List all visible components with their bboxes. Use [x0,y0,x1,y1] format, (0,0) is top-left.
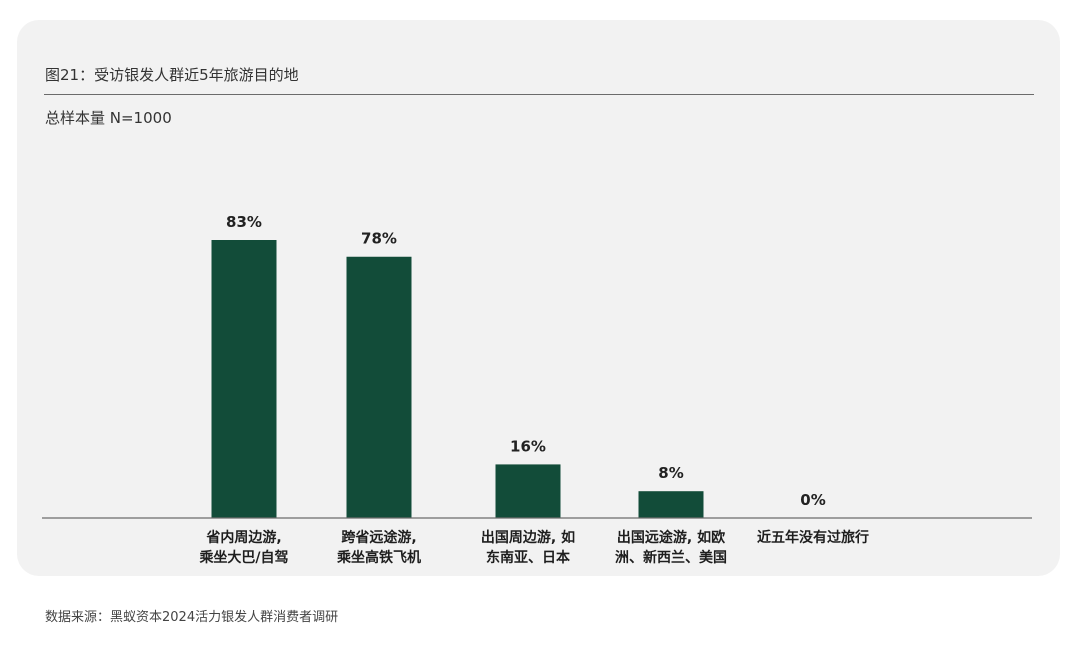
sample-size-label: 总样本量 N=1000 [45,109,172,127]
category-label-1-line-0: 跨省远途游, [341,529,416,546]
value-label-0: 83% [226,213,262,231]
bar-3 [638,491,704,518]
title-divider [44,94,1034,95]
category-label-1-line-1: 乘坐高铁飞机 [336,549,421,566]
value-label-3: 8% [658,464,683,482]
bar-2 [495,464,561,518]
bar-1 [346,256,412,518]
value-label-1: 78% [361,230,397,248]
category-label-2-line-1: 东南亚、日本 [486,549,571,566]
category-label-2-line-0: 出国周边游, 如 [481,529,575,546]
category-label-4-line-0: 近五年没有过旅行 [757,529,869,546]
data-source-note: 数据来源：黑蚁资本2024活力银发人群消费者调研 [45,610,339,625]
chart-title: 图21：受访银发人群近5年旅游目的地 [45,66,299,84]
category-label-0-line-0: 省内周边游, [205,529,281,546]
category-label-3-line-0: 出国远途游, 如欧 [617,529,725,546]
value-label-2: 16% [510,437,546,455]
bar-0 [211,240,277,518]
value-label-4: 0% [800,491,825,509]
category-label-0-line-1: 乘坐大巴/自驾 [198,549,288,566]
category-label-3-line-1: 洲、新西兰、美国 [615,549,727,566]
